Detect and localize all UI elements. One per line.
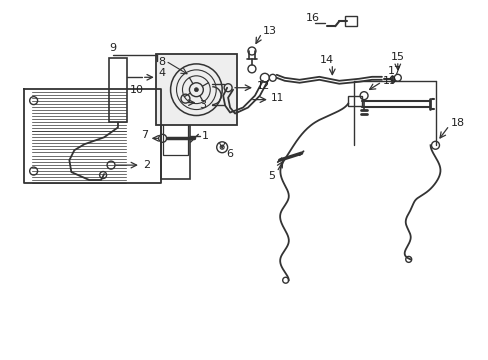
Text: 15: 15: [390, 52, 404, 62]
Text: 9: 9: [109, 43, 116, 53]
Text: 18: 18: [449, 118, 464, 129]
Text: 7: 7: [141, 130, 148, 140]
Text: 2: 2: [142, 160, 150, 170]
Bar: [155, 54, 237, 125]
Text: 10: 10: [130, 85, 143, 95]
Text: 5: 5: [268, 171, 275, 181]
Circle shape: [194, 88, 198, 92]
Text: 6: 6: [225, 149, 233, 159]
Text: 12: 12: [256, 81, 269, 91]
Text: 14: 14: [320, 55, 334, 65]
Text: 19: 19: [382, 76, 396, 86]
Text: 3: 3: [199, 100, 206, 109]
Text: 13: 13: [263, 26, 276, 36]
Text: 4: 4: [158, 68, 165, 78]
Text: 1: 1: [201, 131, 208, 141]
Bar: [109, 58, 127, 122]
Bar: [161, 93, 190, 179]
Bar: [163, 120, 188, 155]
Text: 11: 11: [270, 93, 284, 103]
Bar: [345, 16, 356, 26]
Bar: [347, 96, 361, 105]
Text: 17: 17: [387, 66, 401, 76]
Text: 16: 16: [305, 13, 319, 23]
Text: 8: 8: [158, 57, 165, 67]
